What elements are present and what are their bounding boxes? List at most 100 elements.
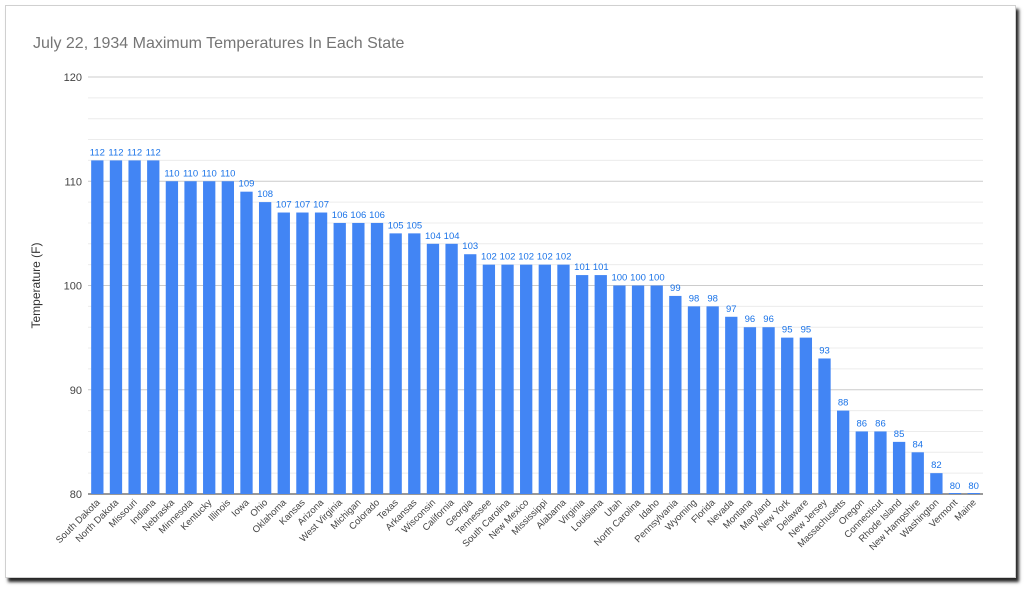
bar [482,264,496,494]
data-label: 101 [593,262,609,273]
data-label: 80 [968,481,979,492]
chart-title: July 22, 1934 Maximum Temperatures In Ea… [33,35,405,52]
bar [147,160,160,494]
data-label: 112 [146,147,161,158]
data-label: 96 [763,314,774,325]
bar [165,181,179,494]
bar [258,202,272,494]
data-label: 95 [782,325,793,336]
bar [203,181,216,494]
data-label: 110 [164,168,179,179]
data-label: 100 [649,273,665,284]
bar [109,160,123,494]
data-label: 95 [801,325,812,336]
data-label: 102 [556,252,572,263]
data-label: 104 [444,231,460,242]
bar [370,222,384,494]
data-label: 88 [838,398,849,409]
data-label: 109 [239,179,255,190]
bar-chart: July 22, 1934 Maximum Temperatures In Ea… [29,35,983,553]
bar [240,191,253,495]
y-tick-label: 110 [64,176,82,188]
x-category-label: Illinois [207,497,234,524]
data-label: 80 [950,481,961,492]
data-label: 86 [857,418,868,429]
bar [725,316,738,494]
y-axis-ticks: 80 90 100 110 120 [64,72,82,501]
bar [799,337,813,494]
bars [91,160,980,495]
bar [128,160,141,494]
bar [464,254,477,494]
bar [333,222,346,494]
bar [967,493,980,494]
data-label: 102 [537,252,553,263]
data-label: 110 [183,168,198,179]
data-label: 112 [127,147,142,158]
bar [538,264,551,494]
x-category-label: Iowa [230,497,252,519]
data-label: 86 [875,418,886,429]
y-tick-label: 90 [70,385,82,397]
y-tick-label: 120 [64,72,82,84]
data-label: 101 [574,262,590,273]
data-label: 108 [257,189,273,200]
data-label: 100 [611,273,627,284]
data-label: 106 [369,210,385,221]
data-label: 98 [707,293,718,304]
bar [892,441,906,494]
data-label: 102 [518,252,534,263]
data-label: 84 [912,439,923,450]
y-tick-label: 100 [64,281,82,293]
bar [948,493,962,494]
bar [930,473,943,494]
bar [687,306,701,494]
bar [855,431,868,494]
y-tick-label: 80 [70,489,82,501]
bar [650,285,663,494]
bar [631,285,645,494]
bar [221,181,234,494]
bar [781,337,794,494]
bar [91,160,104,494]
bar [184,181,197,494]
data-label: 107 [294,200,310,211]
x-category-label: Maine [953,497,979,523]
bar [594,275,607,494]
data-label: 106 [350,210,366,221]
bar [277,212,290,494]
data-label: 103 [462,241,478,252]
data-label: 107 [276,200,292,211]
bar [743,327,757,494]
data-label: 85 [894,429,905,440]
bar [874,431,887,494]
bar [818,358,831,494]
data-label: 98 [689,293,700,304]
data-label: 102 [500,252,516,263]
data-label: 105 [406,220,422,231]
data-label: 110 [220,168,235,179]
data-label: 104 [425,231,441,242]
y-axis-label: Temperature (F) [29,242,43,328]
bar [445,243,458,494]
data-label: 107 [313,200,329,211]
gridlines [88,76,983,495]
bar [911,452,924,494]
bar [408,233,421,494]
data-label: 100 [630,273,646,284]
data-label: 102 [481,252,497,263]
bar [352,222,365,494]
bar [575,275,589,494]
bar [669,295,682,494]
bar [837,410,850,494]
data-label: 110 [202,168,217,179]
bar [389,233,402,494]
bar [501,264,514,494]
data-label: 97 [726,304,737,315]
bar [296,212,309,494]
data-label: 105 [388,220,404,231]
bar [314,212,328,494]
data-label: 82 [931,460,942,471]
bar [520,264,533,494]
data-label: 112 [90,147,105,158]
